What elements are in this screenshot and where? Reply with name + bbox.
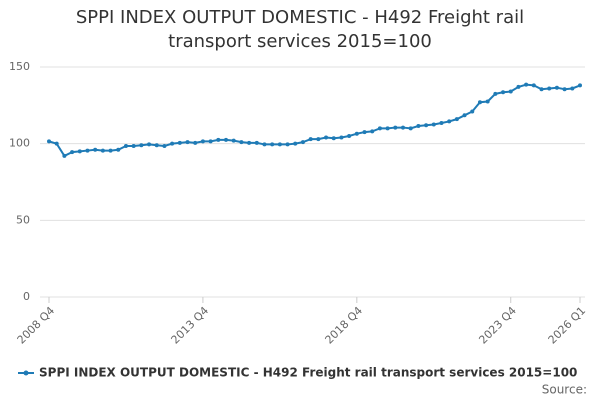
point	[293, 141, 298, 146]
point	[200, 139, 205, 144]
point	[339, 135, 344, 140]
point	[354, 131, 359, 136]
point	[247, 140, 252, 145]
point	[485, 99, 490, 104]
point	[123, 143, 128, 148]
point	[224, 137, 228, 142]
y-tick-label: 0	[23, 290, 30, 303]
y-tick-label: 100	[9, 137, 30, 150]
point	[116, 147, 121, 152]
point	[162, 143, 167, 148]
point	[531, 83, 536, 88]
point	[193, 140, 198, 145]
point	[370, 129, 375, 134]
point	[477, 100, 482, 105]
point	[424, 123, 429, 128]
point	[439, 120, 444, 125]
point	[362, 130, 367, 135]
point	[262, 142, 267, 147]
point	[324, 135, 329, 140]
point	[393, 125, 398, 130]
point	[578, 83, 582, 88]
point	[554, 85, 559, 90]
point	[408, 126, 413, 131]
point	[493, 91, 498, 96]
point	[331, 136, 336, 141]
point	[85, 148, 90, 153]
point	[154, 143, 159, 148]
point	[470, 109, 475, 114]
point	[347, 134, 352, 138]
point	[216, 137, 221, 142]
point	[508, 89, 513, 94]
point	[270, 142, 275, 147]
legend-label: SPPI INDEX OUTPUT DOMESTIC - H492 Freigh…	[39, 366, 577, 380]
point	[462, 113, 467, 118]
point	[185, 140, 190, 145]
point	[93, 147, 98, 152]
point	[308, 137, 313, 142]
point	[401, 125, 405, 130]
point	[277, 142, 282, 147]
point	[524, 82, 529, 87]
x-tick-label: 2026 Q1	[546, 304, 589, 347]
point	[231, 138, 236, 143]
point	[139, 143, 144, 148]
point	[316, 137, 321, 142]
point	[77, 149, 82, 154]
point	[516, 84, 521, 89]
point	[377, 126, 382, 131]
point	[208, 139, 213, 144]
x-tick-label: 2018 Q4	[323, 304, 366, 347]
x-tick-label: 2023 Q4	[476, 304, 519, 347]
point	[447, 119, 452, 124]
point	[239, 140, 244, 145]
point	[501, 90, 506, 95]
source: Source:	[542, 383, 587, 397]
point	[300, 140, 305, 145]
point	[62, 153, 67, 158]
point	[70, 150, 75, 155]
point	[385, 126, 390, 131]
legend-marker	[23, 370, 29, 376]
x-tick-label: 2013 Q4	[169, 304, 212, 347]
y-tick-label: 150	[9, 60, 30, 73]
point	[108, 148, 113, 153]
point	[547, 86, 552, 91]
point	[285, 142, 290, 147]
point	[254, 140, 259, 145]
series-line	[48, 83, 581, 158]
point	[562, 87, 567, 92]
point	[570, 86, 575, 91]
point	[147, 142, 152, 147]
point	[539, 87, 544, 92]
point	[54, 141, 59, 146]
point	[431, 122, 436, 127]
point	[454, 117, 459, 122]
point	[100, 148, 105, 153]
chart-title: SPPI INDEX OUTPUT DOMESTIC - H492 Freigh…	[75, 7, 525, 52]
point	[416, 124, 421, 129]
point	[47, 139, 51, 144]
point	[131, 143, 136, 148]
point	[170, 141, 175, 146]
y-tick-label: 50	[16, 213, 30, 226]
point	[177, 140, 182, 145]
x-tick-label: 2008 Q4	[15, 304, 58, 347]
